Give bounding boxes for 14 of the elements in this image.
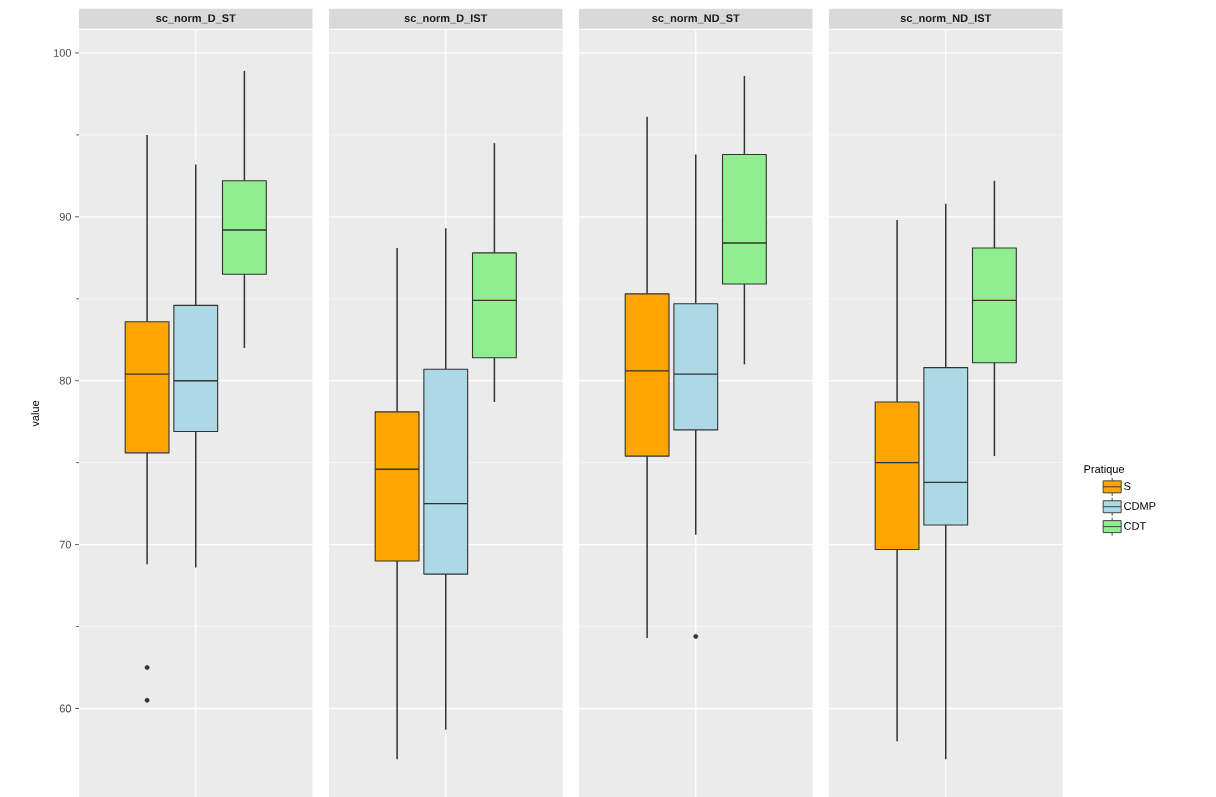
y-tick-label: 90: [59, 212, 72, 221]
y-axis-title: value: [30, 400, 40, 427]
y-tick-label: 100: [53, 49, 72, 57]
y-tick-label: 60: [59, 704, 72, 713]
legend-title: Pratique: [1084, 464, 1125, 476]
x-tick-label: sc_norm_D_IST: [404, 14, 488, 24]
legend-label: S: [1124, 482, 1131, 491]
x-tick-label: sc_norm_ND_IST: [900, 14, 992, 24]
legend-label: CDT: [1124, 522, 1146, 530]
y-tick-label: 80: [59, 376, 72, 385]
x-tick-label: sc_norm_ND_ST: [652, 14, 740, 24]
legend-label: CDMP: [1124, 502, 1156, 510]
x-tick-label: sc_norm_D_ST: [156, 14, 236, 24]
y-tick-label: 70: [59, 540, 72, 549]
